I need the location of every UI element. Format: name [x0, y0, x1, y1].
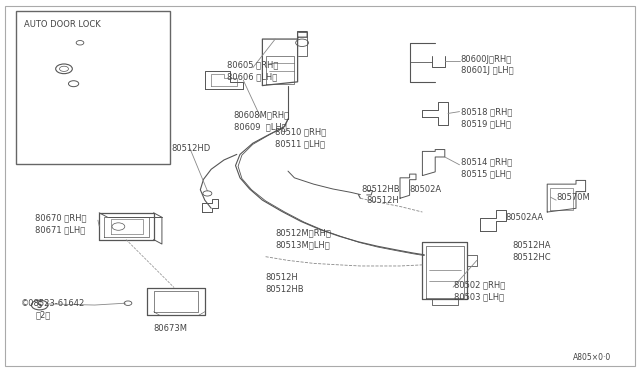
- Text: 80673M: 80673M: [154, 324, 188, 333]
- Text: 80512HB: 80512HB: [362, 185, 400, 194]
- Text: 80671 〈LH〉: 80671 〈LH〉: [35, 225, 86, 234]
- Text: 80512HA: 80512HA: [512, 241, 550, 250]
- Text: 80503 〈LH〉: 80503 〈LH〉: [454, 292, 504, 301]
- Text: 80502A: 80502A: [410, 185, 442, 194]
- Text: 80512M〈RH〉: 80512M〈RH〉: [275, 228, 331, 237]
- Text: 80514 〈RH〉: 80514 〈RH〉: [461, 157, 512, 166]
- Text: 80515 〈LH〉: 80515 〈LH〉: [461, 169, 511, 178]
- Text: 80511 〈LH〉: 80511 〈LH〉: [275, 140, 325, 148]
- Text: 80512H: 80512H: [366, 196, 399, 205]
- Text: 80519 〈LH〉: 80519 〈LH〉: [461, 119, 511, 128]
- Text: ©08523-61642: ©08523-61642: [20, 299, 84, 308]
- Text: 80502AA: 80502AA: [506, 213, 544, 222]
- Text: 80550M〈RH〉: 80550M〈RH〉: [99, 53, 150, 62]
- Text: 80601J 〈LH〉: 80601J 〈LH〉: [461, 66, 513, 75]
- Text: 80609  〈LH〉: 80609 〈LH〉: [234, 122, 286, 131]
- Text: 80670 〈RH〉: 80670 〈RH〉: [35, 213, 86, 222]
- Text: 80605 〈RH〉: 80605 〈RH〉: [227, 61, 278, 70]
- Text: 80512HB: 80512HB: [266, 285, 304, 294]
- Text: 。2〃: 。2〃: [35, 311, 51, 320]
- Text: 80512HC: 80512HC: [512, 253, 550, 262]
- Bar: [16, 11, 170, 164]
- Text: AUTO DOOR LOCK: AUTO DOOR LOCK: [24, 20, 100, 29]
- Text: 80608M〈RH〉: 80608M〈RH〉: [234, 111, 290, 120]
- Text: 80600J〈RH〉: 80600J〈RH〉: [461, 55, 512, 64]
- Text: S: S: [37, 301, 42, 310]
- Text: 80512H: 80512H: [266, 273, 298, 282]
- Text: A805×0·0: A805×0·0: [573, 353, 611, 362]
- Text: 80606 〈LH〉: 80606 〈LH〉: [227, 73, 278, 81]
- Text: 80502 〈RH〉: 80502 〈RH〉: [454, 280, 506, 289]
- Text: 80512HD: 80512HD: [171, 144, 210, 153]
- Text: 80570M: 80570M: [557, 193, 591, 202]
- Text: 80513M〈LH〉: 80513M〈LH〉: [275, 240, 330, 249]
- Text: 80518 〈RH〉: 80518 〈RH〉: [461, 107, 512, 116]
- Text: 80510 〈RH〉: 80510 〈RH〉: [275, 128, 326, 137]
- Text: 80551M 〈LH〉: 80551M 〈LH〉: [99, 65, 152, 74]
